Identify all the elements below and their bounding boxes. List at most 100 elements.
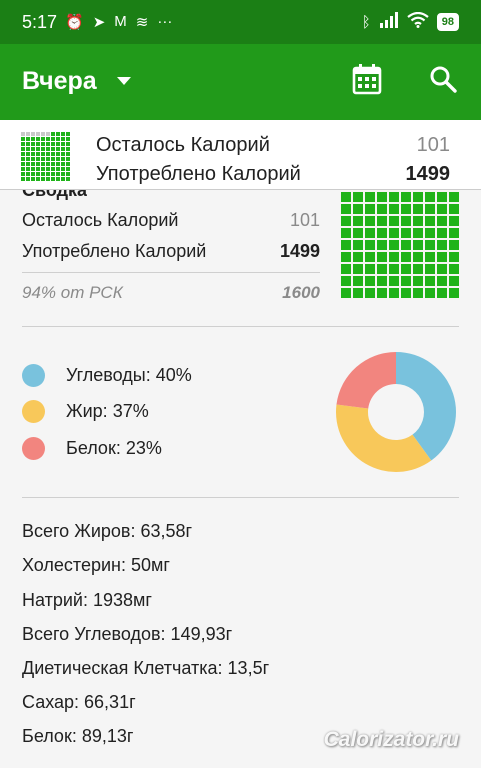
grid-cell [36, 167, 40, 171]
grid-cell [31, 172, 35, 176]
legend-item-fat: Жир: 37% [22, 400, 149, 423]
grid-cell [437, 240, 447, 250]
grid-cell [413, 216, 423, 226]
grid-cell [51, 162, 55, 166]
grid-cell [365, 216, 375, 226]
grid-cell [21, 162, 25, 166]
grid-cell [61, 172, 65, 176]
grid-cell [56, 177, 60, 181]
grid-cell [425, 192, 435, 202]
grid-cell [21, 177, 25, 181]
grid-cell [365, 288, 375, 298]
search-icon[interactable] [429, 65, 457, 98]
grid-cell [353, 264, 363, 274]
grid-cell [377, 276, 387, 286]
remaining-calories-label: Осталось Калорий [96, 134, 270, 156]
grid-cell [51, 157, 55, 161]
grid-cell [425, 276, 435, 286]
grid-cell [26, 142, 30, 146]
grid-cell [413, 240, 423, 250]
calendar-icon[interactable] [352, 63, 382, 100]
legend-item-carbs: Углеводы: 40% [22, 364, 192, 387]
grid-cell [401, 228, 411, 238]
grid-cell [41, 167, 45, 171]
alarm-icon: ⏰ [65, 14, 84, 31]
grid-cell [437, 204, 447, 214]
grid-cell [41, 157, 45, 161]
grid-cell [401, 276, 411, 286]
mail-icon: M [114, 13, 127, 30]
grid-cell [31, 167, 35, 171]
grid-cell [51, 137, 55, 141]
grid-cell [31, 147, 35, 151]
chevron-down-icon[interactable] [117, 77, 131, 85]
grid-cell [401, 264, 411, 274]
grid-cell [365, 276, 375, 286]
grid-cell [341, 216, 351, 226]
grid-cell [365, 192, 375, 202]
grid-cell [26, 132, 30, 136]
grid-cell [31, 132, 35, 136]
grid-cell [26, 152, 30, 156]
grid-cell [41, 172, 45, 176]
nutrient-fiber: Диетическая Клетчатка: 13,5г [22, 658, 270, 678]
grid-cell [353, 204, 363, 214]
grid-cell [425, 204, 435, 214]
grid-cell [21, 147, 25, 151]
grid-cell [31, 137, 35, 141]
grid-cell [413, 288, 423, 298]
divider [22, 272, 320, 273]
layers-icon: ≋ [135, 14, 149, 31]
protein-color-dot [22, 437, 45, 460]
grid-cell [26, 157, 30, 161]
grid-cell [36, 152, 40, 156]
grid-cell [66, 157, 70, 161]
grid-cell [389, 264, 399, 274]
grid-cell [66, 177, 70, 181]
grid-cell [66, 162, 70, 166]
date-selector-title[interactable]: Вчера [22, 67, 97, 95]
grid-cell [353, 216, 363, 226]
grid-cell [341, 252, 351, 262]
grid-cell [51, 167, 55, 171]
grid-cell [377, 264, 387, 274]
grid-cell [66, 137, 70, 141]
grid-cell [449, 228, 459, 238]
grid-cell [61, 157, 65, 161]
carbs-label: Углеводы: 40% [66, 365, 192, 385]
grid-cell [31, 152, 35, 156]
grid-cell [61, 167, 65, 171]
grid-cell [26, 137, 30, 141]
grid-cell [449, 252, 459, 262]
rsk-percent-label: 94% от РСК [22, 283, 123, 302]
donut-slice-carbs [396, 352, 457, 461]
grid-cell [389, 288, 399, 298]
grid-cell [46, 172, 50, 176]
grid-cell [66, 142, 70, 146]
grid-cell [61, 147, 65, 151]
grid-cell [61, 137, 65, 141]
grid-cell [41, 137, 45, 141]
grid-cell [365, 204, 375, 214]
grid-cell [449, 276, 459, 286]
grid-cell [36, 162, 40, 166]
grid-cell [21, 142, 25, 146]
app-bar: Вчера [0, 44, 481, 120]
grid-cell [46, 162, 50, 166]
grid-cell [66, 172, 70, 176]
grid-cell [21, 167, 25, 171]
grid-cell [46, 147, 50, 151]
protein-label: Белок: 23% [66, 438, 162, 458]
status-time: 5:17 [22, 12, 58, 32]
battery-indicator: 98 [436, 13, 459, 31]
watermark: Calorizator.ru [323, 728, 459, 751]
grid-cell [26, 147, 30, 151]
consumed-calories-label: Употреблено Калорий [96, 163, 301, 185]
grid-cell [389, 276, 399, 286]
grid-cell [341, 288, 351, 298]
grid-cell [437, 228, 447, 238]
grid-cell [449, 264, 459, 274]
grid-cell [46, 137, 50, 141]
grid-cell [389, 216, 399, 226]
grid-cell [425, 288, 435, 298]
